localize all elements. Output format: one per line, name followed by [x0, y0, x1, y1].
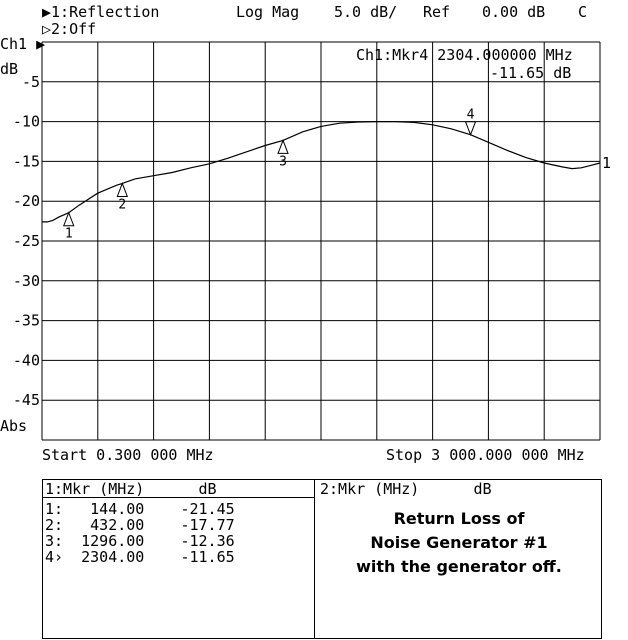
ref-label: Ref	[423, 3, 451, 21]
note-line-1: Return Loss of	[393, 509, 525, 528]
note-line-3: with the generator off.	[356, 557, 562, 576]
format-label: Log Mag	[236, 3, 300, 21]
reflection-chart: -5 -10 -15 -20 -25 -30 -35 -40 -45 1 2 3 4 1	[13, 41, 611, 441]
markers: 1 2 3 4	[63, 108, 477, 242]
y-tick-label: -20	[13, 192, 40, 210]
table1-row: 3: 1296.00 -12.36	[45, 532, 235, 550]
y-tick-label: -40	[13, 351, 40, 369]
y-tick-label: -10	[13, 113, 40, 131]
channel1-label: ▶1:Reflection	[42, 3, 160, 21]
table1-row: 1: 144.00 -21.45	[45, 500, 235, 518]
y-tick-label: -45	[13, 391, 40, 409]
scale-label: 5.0 dB/	[334, 3, 398, 21]
note-line-2: Noise Generator #1	[370, 533, 548, 552]
marker-3-label: 3	[279, 154, 287, 169]
y-tick-label: -15	[13, 152, 40, 170]
marker-readout-value: -11.65 dB	[490, 64, 572, 82]
y-tick-labels: -5 -10 -15 -20 -25 -30 -35 -40 -45	[13, 73, 40, 409]
reflection-trace	[42, 121, 601, 223]
marker-2-symbol	[116, 182, 129, 197]
table1-header: 1:Mkr (MHz) dB	[45, 480, 217, 498]
table1-header-rule	[42, 497, 315, 498]
channel-indicator: Ch1 ▶	[0, 35, 46, 53]
y-tick-label: -25	[13, 232, 40, 250]
reference-marker-label: 1	[602, 154, 611, 172]
table-divider	[314, 479, 315, 639]
table2-header: 2:Mkr (MHz) dB	[320, 480, 492, 498]
marker-table-frame	[42, 479, 602, 639]
cal-indicator: C	[578, 3, 588, 21]
marker-4-label: 4	[467, 108, 475, 123]
marker-3-symbol	[277, 138, 289, 154]
y-tick-label: -30	[13, 272, 40, 290]
y-tick-label: -35	[13, 312, 40, 330]
chart-grid	[41, 41, 601, 441]
table1-row: 4› 2304.00 -11.65	[45, 548, 235, 566]
channel2-label: ▷2:Off	[42, 20, 97, 38]
stop-frequency: Stop 3 000.000 000 MHz	[386, 446, 585, 464]
ref-value: 0.00 dB	[482, 3, 546, 21]
start-frequency: Start 0.300 000 MHz	[42, 446, 214, 464]
marker-1-symbol	[63, 211, 75, 227]
marker-4-symbol	[464, 121, 477, 137]
abs-label: Abs	[0, 417, 28, 435]
unit-label: dB	[0, 60, 19, 78]
y-tick-label: -5	[22, 73, 40, 91]
marker-2-label: 2	[118, 197, 126, 212]
marker-1-label: 1	[65, 227, 73, 242]
table1-row: 2: 432.00 -17.77	[45, 516, 235, 534]
marker-readout-frequency: Ch1:Mkr4 2304.000000 MHz	[356, 46, 573, 64]
